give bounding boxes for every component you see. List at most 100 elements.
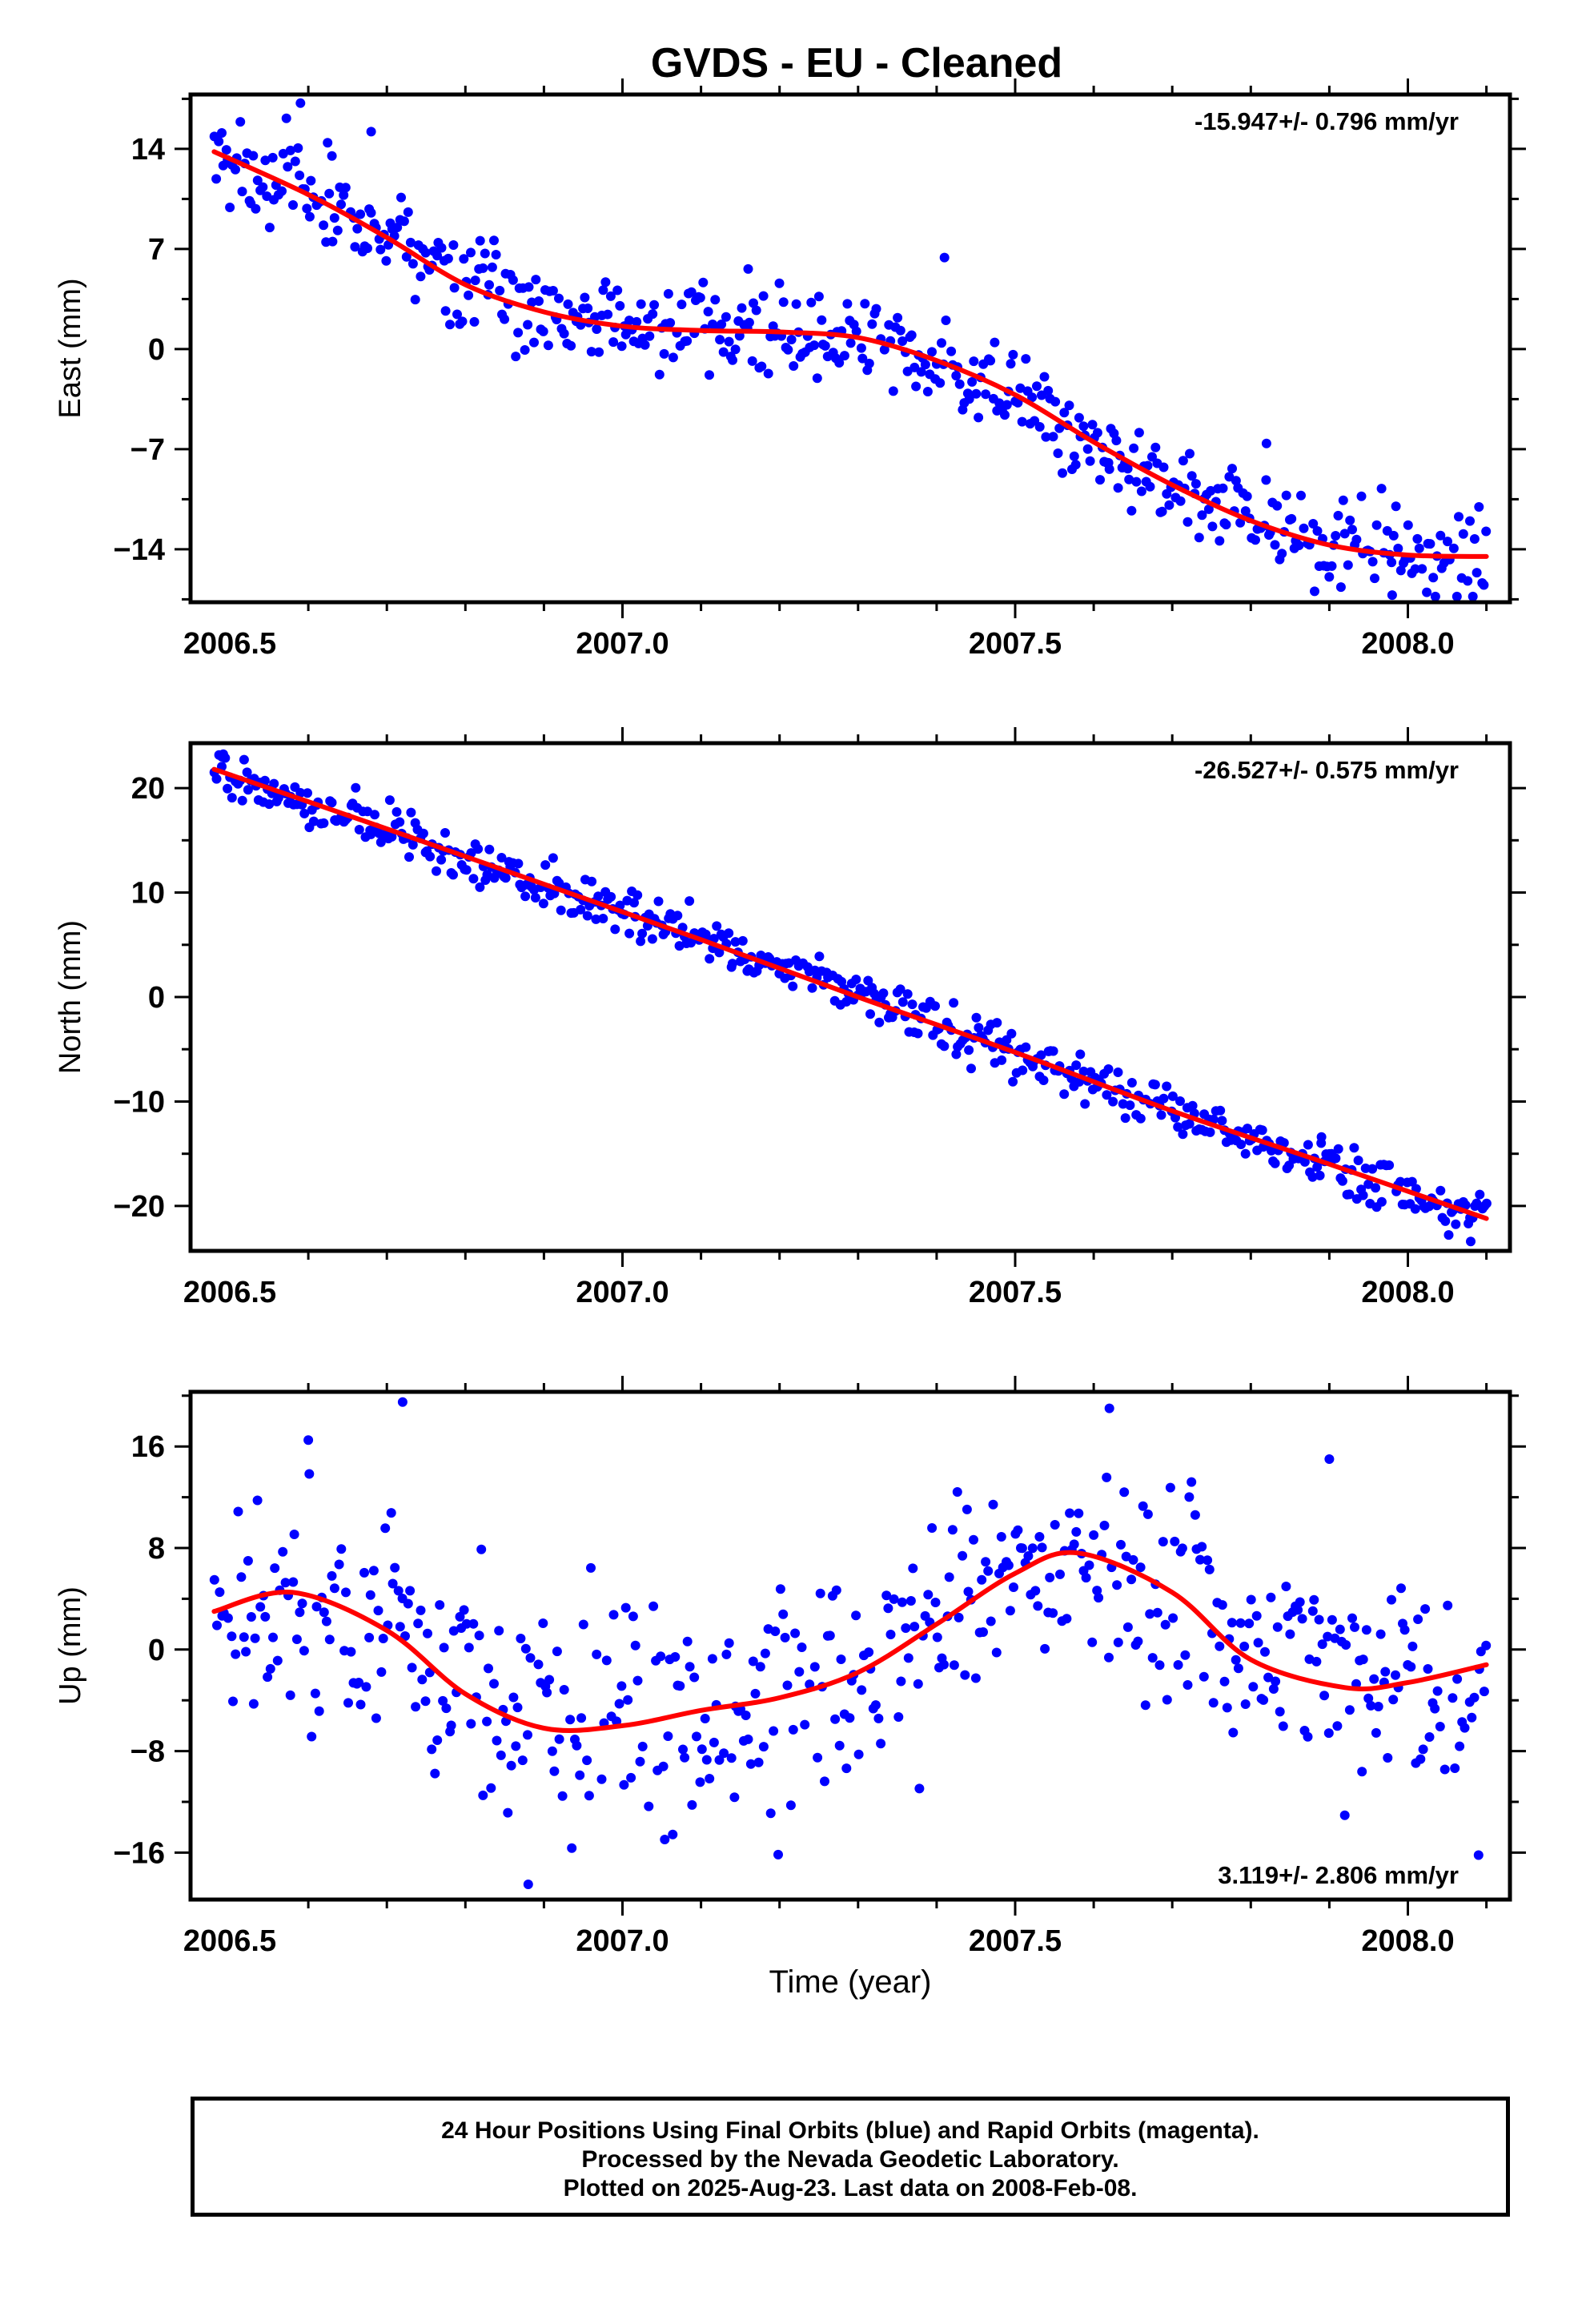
data-point (1050, 396, 1061, 407)
data-point (879, 344, 889, 355)
data-point (334, 1559, 344, 1570)
data-point (387, 831, 397, 842)
data-point (705, 370, 714, 380)
data-point (937, 338, 946, 348)
data-point (538, 899, 548, 909)
data-point (874, 1017, 885, 1027)
data-point (578, 1619, 588, 1630)
data-point (525, 1653, 536, 1663)
data-point (895, 984, 905, 995)
data-point (813, 292, 824, 302)
data-point (619, 1779, 629, 1790)
data-point (1281, 490, 1291, 501)
data-point (1371, 1727, 1381, 1738)
data-point (1388, 1695, 1399, 1705)
data-point (295, 1607, 305, 1618)
data-point (381, 255, 391, 266)
data-point (436, 854, 447, 865)
data-point (1078, 421, 1089, 432)
data-point (757, 361, 767, 372)
data-point (1443, 1230, 1454, 1240)
data-point (241, 1647, 251, 1657)
data-point (1082, 444, 1093, 454)
data-point (215, 1587, 225, 1598)
data-point (741, 1711, 751, 1720)
data-point (906, 330, 917, 340)
data-point (1186, 1477, 1197, 1487)
data-point (909, 1622, 920, 1632)
data-point (327, 151, 337, 161)
data-point (1452, 591, 1462, 601)
fit-curve (211, 149, 1489, 559)
data-point (656, 1651, 666, 1662)
data-point (790, 1628, 801, 1638)
data-point (1135, 1562, 1146, 1573)
data-point (304, 211, 315, 222)
data-point (606, 891, 616, 902)
data-point (1447, 1693, 1458, 1703)
data-point (1206, 485, 1216, 496)
data-point (834, 358, 845, 368)
data-point (1129, 443, 1139, 453)
data-point (1448, 543, 1459, 553)
data-point (845, 338, 856, 348)
data-point (851, 326, 861, 336)
data-point (1430, 591, 1440, 601)
data-point (1297, 1614, 1307, 1624)
data-point (468, 1618, 479, 1629)
data-point (952, 1487, 962, 1497)
data-point (644, 331, 655, 341)
data-point (724, 1638, 734, 1648)
data-point (469, 316, 480, 327)
data-point (1108, 1096, 1118, 1107)
data-point (1371, 520, 1382, 530)
data-point (935, 378, 946, 388)
data-point (1034, 1532, 1045, 1542)
data-point (1380, 1667, 1391, 1677)
data-point (242, 767, 252, 778)
data-point (303, 1435, 314, 1445)
data-point (1158, 1537, 1168, 1547)
data-point (572, 1740, 582, 1751)
data-point (1203, 1555, 1213, 1566)
data-point (698, 277, 709, 287)
data-point (359, 1567, 369, 1578)
data-point (1422, 587, 1432, 597)
data-point (1307, 1606, 1318, 1616)
data-point (413, 1618, 424, 1629)
data-point (620, 1602, 631, 1613)
data-point (663, 1731, 673, 1741)
data-point (1327, 561, 1337, 571)
data-point (1017, 416, 1027, 427)
data-point (659, 348, 669, 359)
data-point (1113, 1637, 1123, 1647)
data-point (1443, 1600, 1453, 1610)
data-point (1055, 1569, 1065, 1579)
data-point (1205, 1127, 1215, 1137)
data-point (355, 1699, 366, 1710)
data-point (311, 1602, 322, 1612)
data-point (913, 1679, 923, 1689)
data-point (1296, 490, 1306, 501)
data-point (951, 371, 962, 381)
data-point (336, 1544, 347, 1554)
data-point (1027, 1543, 1038, 1554)
data-point (791, 299, 801, 309)
data-point (1037, 1542, 1047, 1553)
data-point (473, 844, 484, 854)
data-point (554, 293, 564, 304)
data-point (806, 297, 817, 308)
data-point (958, 1550, 968, 1561)
data-point (1070, 460, 1081, 470)
data-point (778, 1609, 789, 1619)
data-point (264, 799, 275, 810)
data-point (1356, 491, 1367, 501)
data-point (1170, 1536, 1180, 1546)
data-point (285, 1690, 295, 1700)
data-point (1460, 1723, 1470, 1733)
data-point (1406, 1662, 1416, 1672)
data-point (1069, 1539, 1079, 1550)
data-point (1323, 1728, 1334, 1739)
data-point (1266, 1592, 1276, 1602)
rate-annotation: 3.119+/- 2.806 mm/yr (1218, 1861, 1459, 1889)
